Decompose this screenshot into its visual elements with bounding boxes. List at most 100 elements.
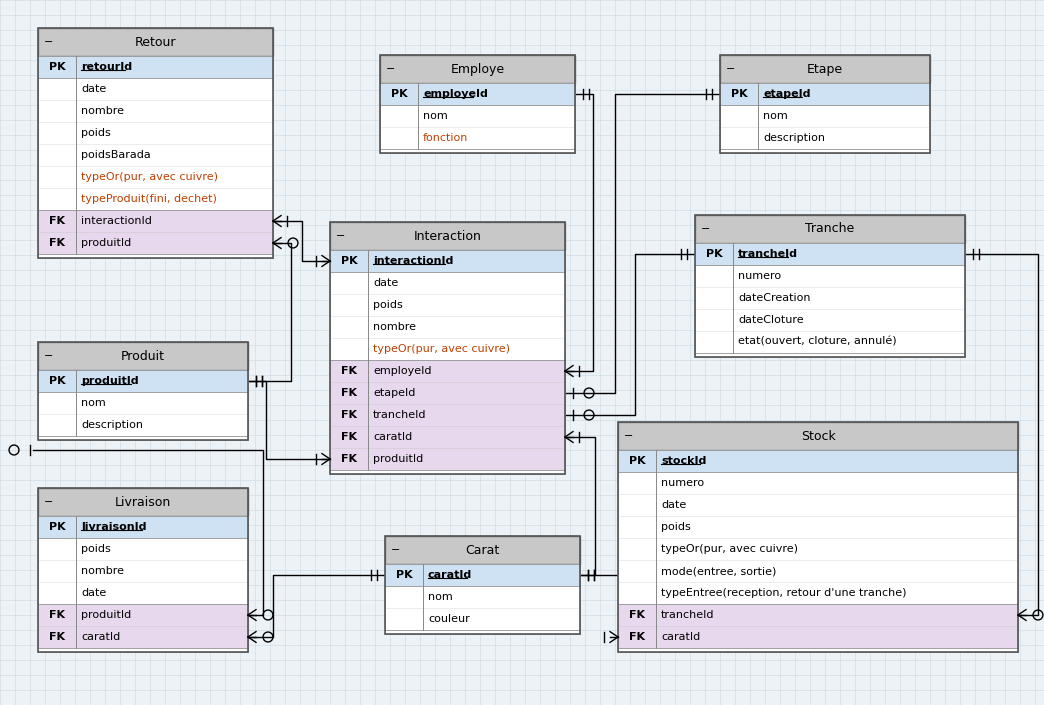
Text: date: date bbox=[661, 500, 686, 510]
Bar bbox=[38, 28, 272, 56]
Text: nom: nom bbox=[423, 111, 448, 121]
Bar bbox=[330, 360, 565, 470]
Text: FK: FK bbox=[49, 632, 65, 642]
Bar bbox=[695, 215, 965, 243]
Text: Interaction: Interaction bbox=[413, 230, 481, 243]
Text: Carat: Carat bbox=[466, 544, 500, 556]
Bar bbox=[380, 83, 575, 105]
Text: caratId: caratId bbox=[661, 632, 701, 642]
Text: nombre: nombre bbox=[81, 106, 124, 116]
Bar bbox=[618, 422, 1018, 450]
Text: dateCreation: dateCreation bbox=[738, 293, 810, 303]
Bar bbox=[380, 105, 575, 149]
Bar bbox=[380, 149, 575, 153]
Text: PK: PK bbox=[628, 456, 645, 466]
Text: nombre: nombre bbox=[81, 566, 124, 576]
Bar bbox=[330, 250, 565, 272]
Text: caratId: caratId bbox=[81, 632, 120, 642]
Bar bbox=[380, 55, 575, 153]
Bar bbox=[38, 516, 248, 538]
Text: PK: PK bbox=[49, 522, 66, 532]
Text: −: − bbox=[726, 64, 735, 74]
Text: −: − bbox=[44, 351, 53, 361]
Bar bbox=[38, 210, 272, 254]
Bar bbox=[618, 422, 1018, 652]
Text: PK: PK bbox=[396, 570, 412, 580]
Bar bbox=[618, 472, 1018, 604]
Bar bbox=[38, 342, 248, 440]
Text: nombre: nombre bbox=[373, 322, 416, 332]
Text: dateCloture: dateCloture bbox=[738, 315, 804, 325]
Text: −: − bbox=[44, 497, 53, 507]
Bar bbox=[38, 254, 272, 258]
Text: poids: poids bbox=[373, 300, 403, 310]
Text: poids: poids bbox=[81, 128, 111, 138]
Text: couleur: couleur bbox=[428, 614, 470, 624]
Text: PK: PK bbox=[49, 62, 66, 72]
Text: numero: numero bbox=[738, 271, 781, 281]
Text: date: date bbox=[81, 588, 106, 598]
Text: etapeId: etapeId bbox=[373, 388, 416, 398]
Bar bbox=[38, 370, 248, 392]
Text: −: − bbox=[701, 224, 710, 234]
Bar bbox=[720, 55, 930, 83]
Text: −: − bbox=[336, 231, 346, 241]
Text: trancheId: trancheId bbox=[373, 410, 427, 420]
Bar bbox=[385, 536, 580, 564]
Text: typeProduit(fini, dechet): typeProduit(fini, dechet) bbox=[81, 194, 217, 204]
Text: FK: FK bbox=[49, 238, 65, 248]
Bar bbox=[330, 470, 565, 474]
Text: livraisonId: livraisonId bbox=[81, 522, 146, 532]
Bar bbox=[695, 215, 965, 357]
Text: retourId: retourId bbox=[81, 62, 133, 72]
Text: caratId: caratId bbox=[373, 432, 412, 442]
Bar bbox=[385, 564, 580, 586]
Bar bbox=[38, 56, 272, 78]
Text: trancheId: trancheId bbox=[661, 610, 714, 620]
Text: etat(ouvert, cloture, annulé): etat(ouvert, cloture, annulé) bbox=[738, 337, 897, 347]
Bar bbox=[385, 586, 580, 630]
Text: nom: nom bbox=[428, 592, 453, 602]
Bar bbox=[38, 78, 272, 210]
Text: employeId: employeId bbox=[373, 366, 431, 376]
Text: Livraison: Livraison bbox=[115, 496, 171, 508]
Text: produitId: produitId bbox=[81, 376, 139, 386]
Bar bbox=[385, 630, 580, 634]
Text: date: date bbox=[373, 278, 398, 288]
Bar bbox=[720, 149, 930, 153]
Text: typeOr(pur, avec cuivre): typeOr(pur, avec cuivre) bbox=[661, 544, 798, 554]
Text: FK: FK bbox=[49, 216, 65, 226]
Bar bbox=[618, 450, 1018, 472]
Text: date: date bbox=[81, 84, 106, 94]
Bar bbox=[38, 436, 248, 440]
Bar bbox=[330, 272, 565, 360]
Bar bbox=[330, 222, 565, 250]
Text: Employe: Employe bbox=[450, 63, 504, 75]
Text: poidsBarada: poidsBarada bbox=[81, 150, 150, 160]
Text: −: − bbox=[386, 64, 396, 74]
Bar bbox=[720, 55, 930, 153]
Text: description: description bbox=[763, 133, 825, 143]
Text: FK: FK bbox=[628, 632, 645, 642]
Text: typeOr(pur, avec cuivre): typeOr(pur, avec cuivre) bbox=[373, 344, 511, 354]
Text: trancheId: trancheId bbox=[738, 249, 798, 259]
Text: PK: PK bbox=[49, 376, 66, 386]
Text: description: description bbox=[81, 420, 143, 430]
Text: PK: PK bbox=[706, 249, 722, 259]
Bar bbox=[38, 648, 248, 652]
Text: interactionId: interactionId bbox=[81, 216, 151, 226]
Text: −: − bbox=[44, 37, 53, 47]
Bar bbox=[385, 536, 580, 634]
Bar bbox=[695, 353, 965, 357]
Text: poids: poids bbox=[661, 522, 691, 532]
Text: typeEntree(reception, retour d'une tranche): typeEntree(reception, retour d'une tranc… bbox=[661, 588, 906, 598]
Bar bbox=[618, 648, 1018, 652]
Text: poids: poids bbox=[81, 544, 111, 554]
Text: interactionId: interactionId bbox=[373, 256, 453, 266]
Bar bbox=[38, 28, 272, 258]
Text: FK: FK bbox=[341, 410, 357, 420]
Bar bbox=[330, 222, 565, 474]
Bar bbox=[720, 105, 930, 149]
Text: numero: numero bbox=[661, 478, 704, 488]
Text: −: − bbox=[392, 545, 401, 555]
